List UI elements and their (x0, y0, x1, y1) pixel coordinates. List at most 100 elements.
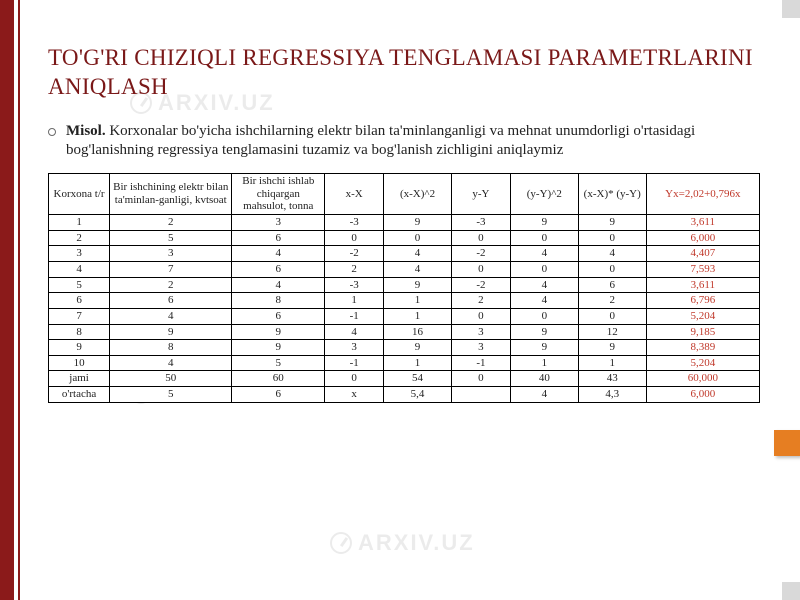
col-header: (y-Y)^2 (510, 174, 578, 215)
col-header: Bir ishchining elektr bilan ta'minlan-ga… (110, 174, 232, 215)
table-cell: 9 (510, 215, 578, 231)
table-cell: 6 (232, 387, 325, 403)
table-cell: 4 (232, 277, 325, 293)
table-cell: 1 (510, 355, 578, 371)
table-cell: -2 (325, 246, 384, 262)
table-cell: 5 (49, 277, 110, 293)
left-stripe-thin (18, 0, 20, 600)
corner-square-bottom (782, 582, 800, 600)
table-cell: 0 (452, 261, 511, 277)
table-cell: 9 (49, 340, 110, 356)
table-cell: 6,000 (646, 230, 759, 246)
table-cell: 0 (452, 371, 511, 387)
paragraph-text: Misol. Korxonalar bo'yicha ishchilarning… (66, 122, 760, 162)
slide-content: TO'G'RI CHIZIQLI REGRESSIYA TENGLAMASI P… (48, 44, 760, 403)
col-header: y-Y (452, 174, 511, 215)
table-cell: 4 (510, 246, 578, 262)
table-cell: 4 (232, 246, 325, 262)
table-cell: 3,611 (646, 277, 759, 293)
table-cell: 54 (384, 371, 452, 387)
table-cell: 9 (510, 324, 578, 340)
table-cell: 9,185 (646, 324, 759, 340)
table-cell: jami (49, 371, 110, 387)
table-cell: -1 (325, 308, 384, 324)
table-cell: 5,204 (646, 308, 759, 324)
table-cell: 60,000 (646, 371, 759, 387)
table-cell: 4,407 (646, 246, 759, 262)
slide-title: TO'G'RI CHIZIQLI REGRESSIYA TENGLAMASI P… (48, 44, 760, 102)
table-cell: 1 (384, 355, 452, 371)
table-cell: -2 (452, 246, 511, 262)
table-cell: 0 (578, 230, 646, 246)
paragraph-bold: Misol. (66, 123, 106, 139)
table-row: 256000006,000 (49, 230, 760, 246)
watermark: ARXIV.UZ (330, 530, 475, 556)
table-cell: 2 (110, 277, 232, 293)
table-cell: 0 (510, 230, 578, 246)
table-cell: 10 (49, 355, 110, 371)
table-cell: x (325, 387, 384, 403)
table-cell: 4 (384, 261, 452, 277)
table-cell: 0 (578, 261, 646, 277)
table-cell: -3 (325, 277, 384, 293)
table-cell: 9 (384, 215, 452, 231)
table-cell: 16 (384, 324, 452, 340)
table-cell: 7 (49, 308, 110, 324)
paragraph: Misol. Korxonalar bo'yicha ishchilarning… (48, 122, 760, 162)
table-cell: 2 (578, 293, 646, 309)
table-cell: 2 (49, 230, 110, 246)
table-cell: 1 (384, 293, 452, 309)
table-row: 524-39-2463,611 (49, 277, 760, 293)
table-cell: 8 (49, 324, 110, 340)
table-header-row: Korxona t/r Bir ishchining elektr bilan … (49, 174, 760, 215)
table-cell: 1 (384, 308, 452, 324)
regression-table: Korxona t/r Bir ishchining elektr bilan … (48, 173, 760, 403)
table-cell: 3 (452, 340, 511, 356)
table-cell: 4 (110, 308, 232, 324)
table-cell: 6 (232, 308, 325, 324)
table-cell: 9 (578, 215, 646, 231)
col-header: (x-X)* (y-Y) (578, 174, 646, 215)
table-cell: 7,593 (646, 261, 759, 277)
table-cell: 1 (49, 215, 110, 231)
table-cell: -3 (452, 215, 511, 231)
table-cell: -1 (452, 355, 511, 371)
table-cell: 2 (452, 293, 511, 309)
table-row: 746-110005,204 (49, 308, 760, 324)
table-cell: -1 (325, 355, 384, 371)
col-header: Korxona t/r (49, 174, 110, 215)
table-cell: 0 (578, 308, 646, 324)
table-cell: 1 (325, 293, 384, 309)
table-cell: 8 (110, 340, 232, 356)
table-cell: o'rtacha (49, 387, 110, 403)
table-cell: 6 (49, 293, 110, 309)
table-cell: 5 (232, 355, 325, 371)
table-cell: 0 (510, 308, 578, 324)
table-cell: -2 (452, 277, 511, 293)
table-cell: 3 (325, 340, 384, 356)
bullet-icon (48, 128, 56, 136)
table-cell: 4,3 (578, 387, 646, 403)
table-cell: 0 (325, 230, 384, 246)
col-header: Bir ishchi ishlab chiqargan mahsulot, to… (232, 174, 325, 215)
table-row: 1045-11-1115,204 (49, 355, 760, 371)
table-cell: 2 (325, 261, 384, 277)
table-cell: 9 (578, 340, 646, 356)
table-cell: 2 (110, 215, 232, 231)
table-cell: 43 (578, 371, 646, 387)
table-cell: 0 (452, 308, 511, 324)
table-cell: -3 (325, 215, 384, 231)
table-cell: 3,611 (646, 215, 759, 231)
table-cell: 4 (384, 246, 452, 262)
clock-icon (330, 532, 352, 554)
table-row: 123-39-3993,611 (49, 215, 760, 231)
col-header: (x-X)^2 (384, 174, 452, 215)
left-stripe-thick (0, 0, 14, 600)
table-cell: 7 (110, 261, 232, 277)
table-cell: 50 (110, 371, 232, 387)
table-row: 334-24-2444,407 (49, 246, 760, 262)
table-cell: 6 (110, 293, 232, 309)
table-cell: 0 (510, 261, 578, 277)
table-cell: 4 (325, 324, 384, 340)
table-cell: 9 (232, 324, 325, 340)
